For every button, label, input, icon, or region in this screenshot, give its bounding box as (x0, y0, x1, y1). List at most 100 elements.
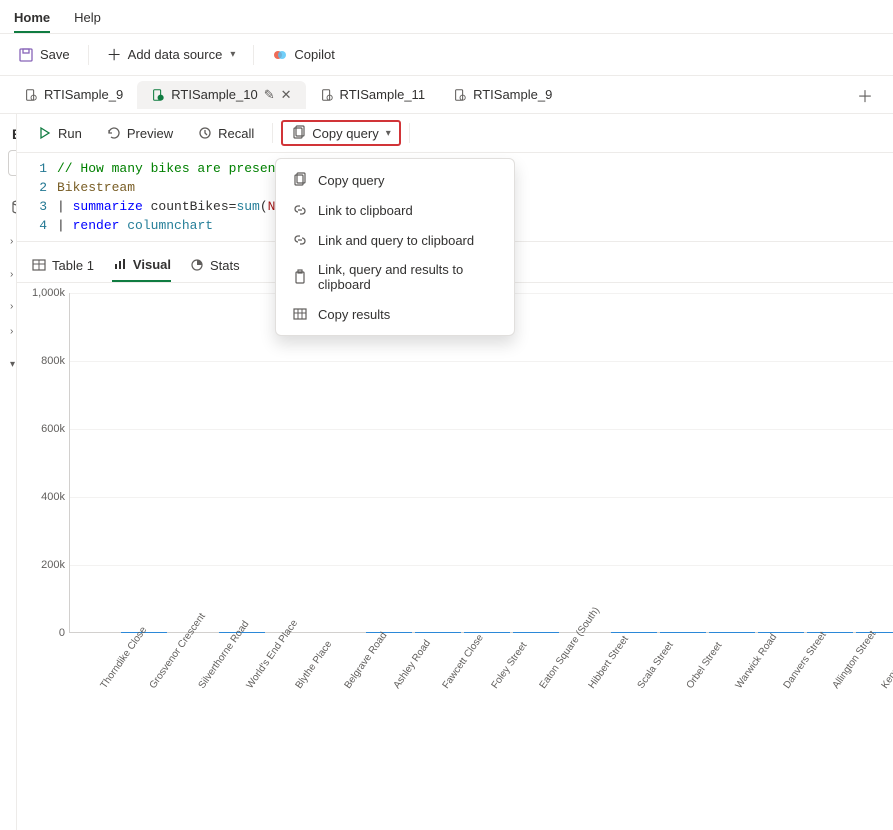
dropdown-item[interactable]: Link and query to clipboard (282, 225, 508, 255)
file-tab-label: RTISample_10 (171, 87, 257, 102)
line-number: 1 (17, 159, 47, 178)
y-tick-label: 600k (41, 423, 65, 435)
link-icon (292, 232, 308, 248)
y-tick-label: 200k (41, 559, 65, 571)
y-tick-label: 400k (41, 491, 65, 503)
separator (409, 123, 410, 143)
refresh-icon (106, 125, 122, 141)
plus-icon: ＋ (107, 44, 122, 65)
data-sources-header[interactable]: ▾ Data sources (8, 344, 12, 384)
chart-icon (112, 256, 128, 272)
dropdown-item[interactable]: Link, query and results to clipboard (282, 255, 508, 299)
tree-section[interactable]: ›Functions (8, 319, 12, 344)
gridline (70, 429, 893, 430)
clipboard-icon (292, 269, 308, 285)
x-tick-label: Allington Street (831, 647, 866, 691)
save-icon (18, 47, 34, 63)
x-tick-label: Danvers Street (782, 647, 817, 691)
data-source-item[interactable]: ›Trenderhelp (8, 667, 17, 701)
tab-stats-label: Stats (210, 258, 240, 273)
copilot-button[interactable]: Copilot (264, 43, 342, 67)
run-button[interactable]: Run (27, 120, 92, 146)
copilot-icon (272, 47, 288, 63)
x-tick-label: Grosvenor Crescent (147, 647, 182, 691)
file-icon (320, 88, 334, 102)
edit-icon[interactable]: ✎ (264, 87, 275, 103)
data-source-item[interactable]: ›SampleIoTDatahelp (8, 497, 17, 531)
file-tab-label: RTISample_9 (473, 87, 552, 102)
file-icon (453, 88, 467, 102)
dropdown-item[interactable]: Copy query (282, 165, 508, 195)
tab-table[interactable]: Table 1 (31, 252, 94, 282)
file-tab[interactable]: RTISample_10 ✎ ✕ (137, 81, 305, 109)
data-source-item[interactable]: ›SampleLogshelp (8, 531, 17, 565)
data-source-item[interactable]: ›FindMyPartnerhelp (8, 463, 17, 497)
y-tick-label: 1,000k (32, 287, 65, 299)
tab-stats[interactable]: Stats (189, 252, 240, 282)
dropdown-item[interactable]: Copy results (282, 299, 508, 329)
file-tab[interactable]: RTISample_11 (306, 81, 440, 108)
preview-button[interactable]: Preview (96, 120, 183, 146)
tree-section[interactable]: ›Shortcuts (8, 294, 12, 319)
data-source-item[interactable]: ›SecurityLogshelp (8, 633, 17, 667)
recall-label: Recall (218, 126, 254, 141)
x-tick-label: Hibbert Street (587, 647, 622, 691)
menu-help[interactable]: Help (74, 6, 101, 33)
separator (272, 123, 273, 143)
x-tick-label: Eaton Square (South) (538, 647, 573, 691)
separator (253, 45, 254, 65)
menu-home[interactable]: Home (14, 6, 50, 33)
tree-section[interactable]: ›Materialized View (8, 254, 12, 294)
data-source-item[interactable]: ›SampleMetricshelp (8, 565, 17, 599)
dropdown-item-label: Link to clipboard (318, 203, 413, 218)
tree-section[interactable]: ›Tables (8, 229, 12, 254)
x-tick-label: Thorndike Close (99, 647, 134, 691)
column-chart: 0200k400k600k800k1,000k Thorndike CloseG… (17, 283, 893, 830)
chevron-right-icon: › (10, 236, 13, 247)
gridline (70, 497, 893, 498)
line-number: 3 (17, 197, 47, 216)
dropdown-item-label: Copy query (318, 173, 384, 188)
data-source-item[interactable]: ›ContosoSaleshelp (8, 429, 17, 463)
chevron-right-icon: › (10, 269, 13, 280)
x-tick-label: Silverthorne Road (196, 647, 231, 691)
recall-button[interactable]: Recall (187, 120, 264, 146)
x-tick-label: Blythe Place (294, 647, 329, 691)
data-source-item[interactable]: ✓RTISample_9trd-hjut526m017k35xgdc.z3 (8, 384, 17, 429)
dropdown-item-label: Copy results (318, 307, 390, 322)
chevron-right-icon: › (10, 326, 13, 337)
chevron-down-icon: ▾ (10, 359, 15, 370)
tab-visual[interactable]: Visual (112, 252, 171, 282)
file-tab-label: RTISample_11 (340, 87, 426, 102)
history-icon (197, 125, 213, 141)
add-data-source-label: Add data source (128, 47, 223, 62)
file-tab[interactable]: RTISample_9 (439, 81, 566, 108)
x-tick-label: Belgrave Road (343, 647, 378, 691)
add-tab-button[interactable]: ＋ (847, 77, 883, 113)
x-tick-label: Kensington Olympia Station (880, 647, 893, 691)
copy-query-dropdown: Copy query Link to clipboard Link and quer… (275, 158, 515, 336)
table-icon (31, 257, 47, 273)
save-button[interactable]: Save (10, 43, 78, 67)
copy-icon (291, 125, 307, 141)
dropdown-item-label: Link, query and results to clipboard (318, 262, 498, 292)
x-tick-label: Warwick Road (733, 647, 768, 691)
database-icon (10, 199, 17, 215)
stats-icon (189, 257, 205, 273)
line-number: 4 (17, 216, 47, 235)
file-tab-label: RTISample_9 (44, 87, 123, 102)
dropdown-item[interactable]: Link to clipboard (282, 195, 508, 225)
data-source-item[interactable]: ›Sampleshelp (8, 599, 17, 633)
close-icon[interactable]: ✕ (281, 87, 292, 103)
file-icon (151, 88, 165, 102)
x-tick-label: Scala Street (635, 647, 670, 691)
copy-query-label: Copy query (312, 126, 378, 141)
file-icon (24, 88, 38, 102)
y-tick-label: 0 (59, 627, 65, 639)
chevron-down-icon: ▾ (386, 128, 391, 139)
file-tab[interactable]: RTISample_9 (10, 81, 137, 108)
search-input[interactable] (8, 150, 17, 176)
copy-query-button[interactable]: Copy query ▾ (281, 120, 401, 146)
add-data-source-button[interactable]: ＋ Add data source ▾ (99, 40, 244, 69)
x-tick-label: Foley Street (489, 647, 524, 691)
